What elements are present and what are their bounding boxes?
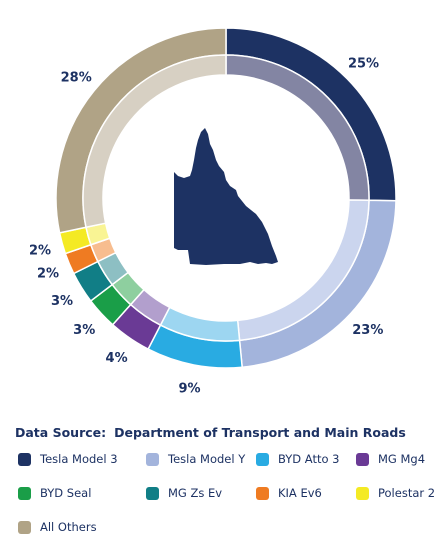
legend-label: Tesla Model 3: [40, 452, 118, 466]
value-label-tesla-model-y: 23%: [352, 323, 383, 338]
legend-item-mg-mg4: MG Mg4: [356, 452, 425, 466]
legend-swatch: [256, 486, 269, 500]
legend-label: All Others: [40, 520, 97, 534]
legend-item-polestar-2: Polestar 2: [356, 486, 435, 500]
value-label-mg-zs-ev: 3%: [51, 294, 73, 309]
legend-label: MG Mg4: [378, 452, 426, 466]
legend-item-byd-atto-3: BYD Atto 3: [256, 452, 340, 466]
legend-label: BYD Seal: [40, 486, 92, 500]
legend-label: KIA Ev6: [278, 486, 322, 500]
data-source-label: Data Source:: [15, 425, 107, 440]
outer-ring: [55, 27, 397, 369]
donut-chart: 25% 23% 9% 4% 3%3% 2% 2% 28%: [29, 27, 397, 397]
inner-slice-tesla-model-3: [225, 54, 370, 202]
legend-item-tesla-model-y: Tesla Model Y: [146, 452, 245, 466]
legend-swatch: [18, 452, 31, 466]
legend-label: Polestar 2: [378, 486, 436, 500]
legend-swatch: [256, 452, 269, 466]
slice-tesla-model-3: [225, 27, 397, 202]
legend-swatch: [356, 486, 369, 500]
legend-swatch: [146, 486, 159, 500]
value-label-kia-ev6: 2%: [37, 267, 59, 282]
legend-label: MG Zs Ev: [168, 486, 223, 500]
legend-swatch: [18, 520, 31, 534]
value-label-byd-seal: 3%: [73, 323, 95, 338]
legend-label: BYD Atto 3: [278, 452, 340, 466]
legend-swatch: [146, 452, 159, 466]
queensland-map-icon: [174, 128, 278, 265]
value-label-all-others: 28%: [61, 70, 92, 85]
legend-item-byd-seal: BYD Seal: [18, 486, 91, 500]
value-label-mg-mg4: 4%: [106, 351, 128, 366]
legend-swatch: [18, 486, 31, 500]
legend-item-mg-zs-ev: MG Zs Ev: [146, 486, 222, 500]
legend-item-tesla-model-3: Tesla Model 3: [18, 452, 118, 466]
legend-item-all-others: All Others: [18, 520, 97, 534]
percent-labels: 25% 23% 9% 4% 3%3% 2% 2% 28%: [29, 57, 383, 397]
legend-swatch: [356, 452, 369, 466]
value-label-tesla-model-3: 25%: [348, 57, 379, 72]
inner-ring: [82, 54, 370, 342]
value-label-byd-atto-3: 9%: [178, 382, 200, 397]
legend-label: Tesla Model Y: [168, 452, 246, 466]
data-source-value: Department of Transport and Main Roads: [114, 425, 406, 440]
inner-slice-all-others: [82, 54, 227, 229]
legend: Tesla Model 3 Tesla Model Y BYD Atto 3 MG M…: [18, 452, 438, 542]
value-label-polestar-2: 2%: [29, 243, 51, 258]
legend-item-kia-ev6: KIA Ev6: [256, 486, 322, 500]
data-source: Data Source: Department of Transport and …: [15, 425, 406, 440]
